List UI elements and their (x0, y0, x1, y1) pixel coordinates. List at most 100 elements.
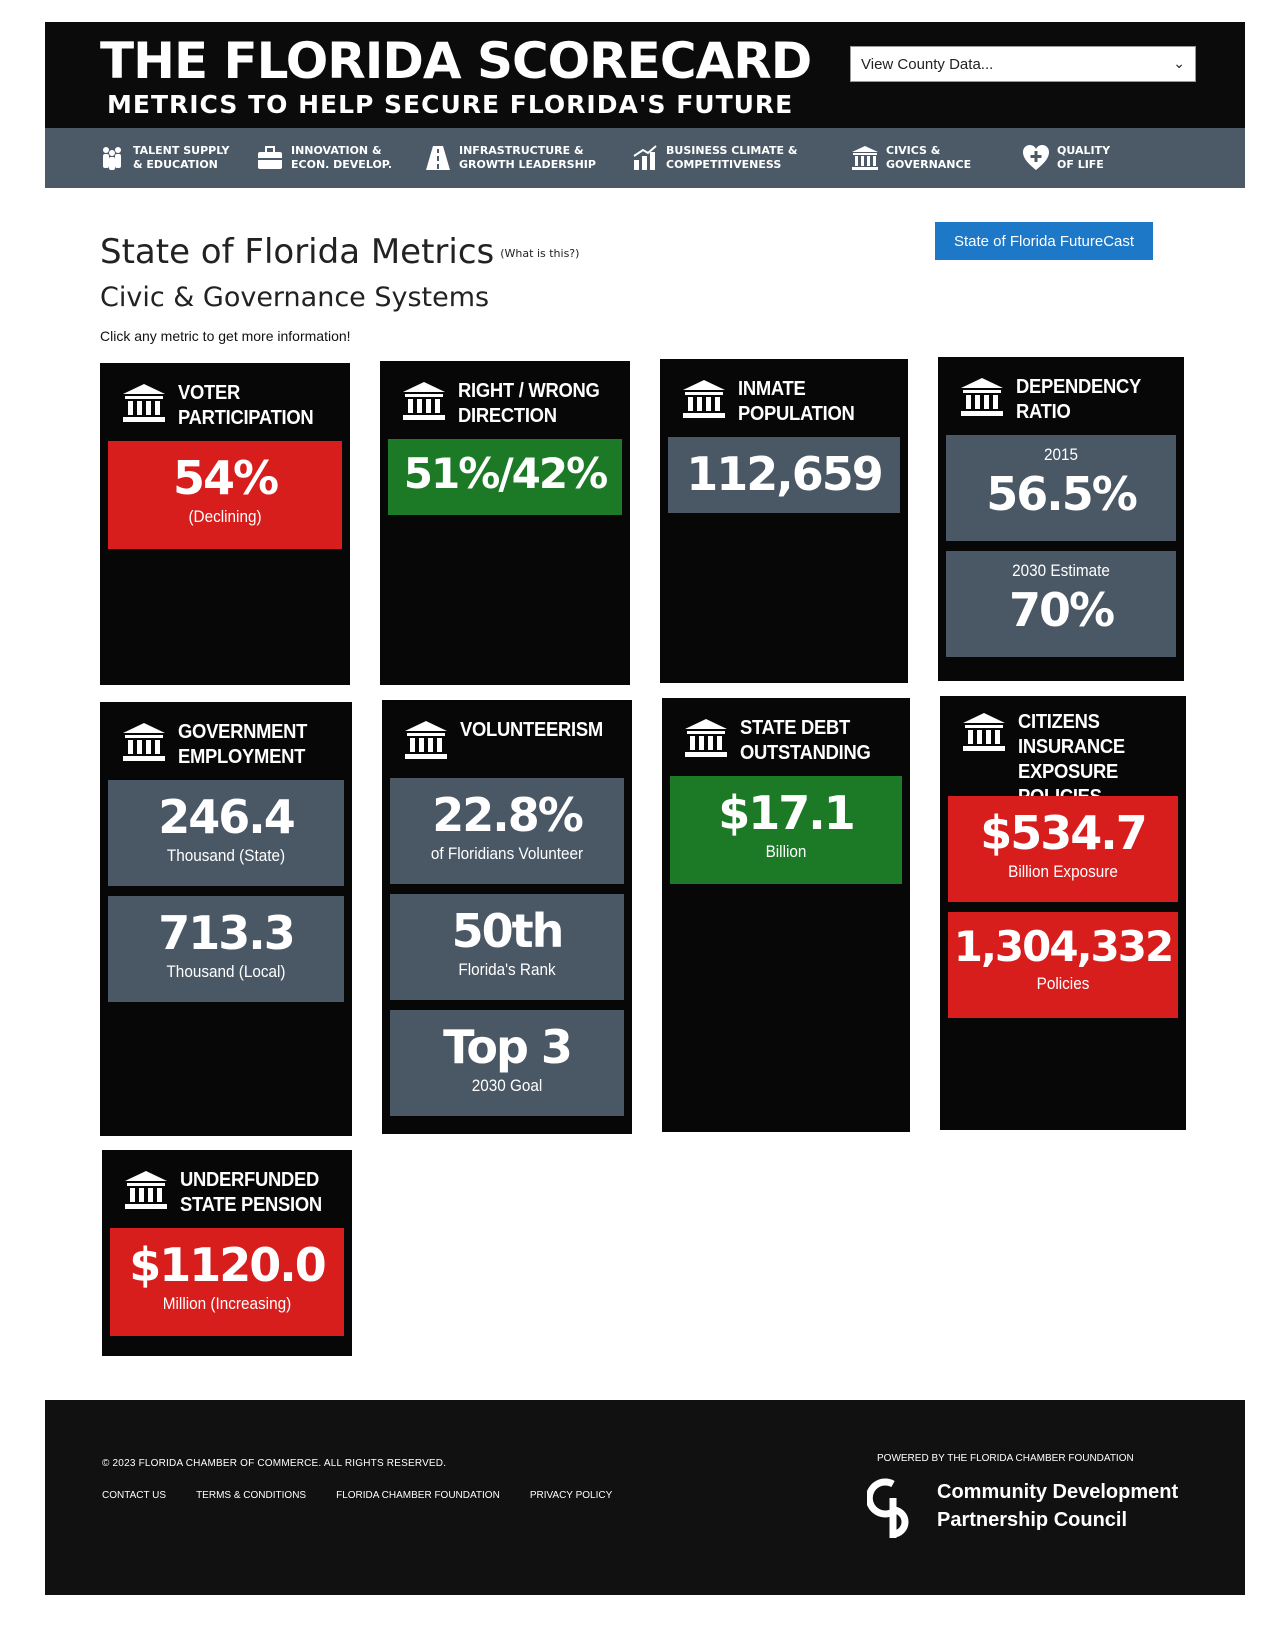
government-building-icon (123, 384, 165, 422)
metric-tile-voter[interactable]: 54% (Declining) (108, 441, 342, 549)
nav-label: TALENT SUPPLY & EDUCATION (133, 144, 230, 171)
card-header: STATE DEBT OUTSTANDING (662, 698, 910, 776)
metric-value: 54% (172, 451, 279, 505)
heart-plus-icon (1021, 143, 1051, 173)
site-header: THE FLORIDA SCORECARD METRICS TO HELP SE… (45, 22, 1245, 188)
partner-name[interactable]: Community Development Partnership Counci… (937, 1481, 1179, 1531)
futurecast-button[interactable]: State of Florida FutureCast (935, 222, 1153, 260)
metric-tile-dependency-2015[interactable]: 2015 56.5% (946, 435, 1176, 541)
metric-card-inmate-population[interactable]: INMATE POPULATION 112,659 (660, 359, 908, 683)
card-title: STATE DEBT OUTSTANDING (740, 717, 871, 764)
metric-card-government-employment[interactable]: GOVERNMENT EMPLOYMENT 246.4 Thousand (St… (100, 702, 352, 1136)
site-logo-subtitle: METRICS TO HELP SECURE FLORIDA'S FUTURE (107, 90, 794, 119)
footer-link-foundation[interactable]: FLORIDA CHAMBER FOUNDATION (336, 1490, 500, 1501)
metric-value: 246.4 (158, 790, 296, 844)
nav-label: BUSINESS CLIMATE & COMPETITIVENESS (666, 144, 798, 171)
metric-card-dependency-ratio[interactable]: DEPENDENCY RATIO 2015 56.5% 2030 Estimat… (938, 357, 1184, 681)
footer-link-terms[interactable]: TERMS & CONDITIONS (196, 1490, 307, 1501)
metric-tile-volunteer-rank[interactable]: 50th Florida's Rank (390, 894, 624, 1000)
metric-value: Top 3 (443, 1020, 573, 1074)
metric-value: 112,659 (686, 447, 884, 501)
metric-tile-inmate[interactable]: 112,659 (668, 437, 900, 513)
nav-item-talent-supply[interactable]: TALENT SUPPLY & EDUCATION (97, 140, 229, 176)
people-icon (97, 143, 127, 173)
nav-item-innovation[interactable]: INNOVATION & ECON. DEVELOP. (255, 140, 392, 176)
government-building-icon (961, 378, 1003, 416)
metric-caption: Policies (1036, 974, 1090, 993)
metric-tile-volunteer-rate[interactable]: 22.8% of Floridians Volunteer (390, 778, 624, 884)
site-footer: © 2023 FLORIDA CHAMBER OF COMMERCE. ALL … (45, 1400, 1245, 1595)
metric-tile-citizens-exposure[interactable]: $534.7 Billion Exposure (948, 796, 1178, 902)
growth-chart-icon (630, 143, 660, 173)
county-data-select[interactable]: View County Data... ⌄ (850, 46, 1196, 82)
metric-caption: Florida's Rank (458, 960, 556, 979)
page-hint: Click any metric to get more information… (100, 328, 351, 344)
card-title: VOTER PARTICIPATION (178, 382, 314, 429)
metric-caption: 2030 Goal (471, 1076, 543, 1095)
page-title-text: State of Florida Metrics (100, 232, 495, 272)
metric-value: $17.1 (718, 786, 856, 840)
cdp-logo-icon[interactable] (867, 1478, 927, 1544)
metric-caption: Billion Exposure (1008, 862, 1118, 881)
metric-value: 50th (451, 904, 565, 958)
metric-caption: Billion (765, 842, 807, 861)
briefcase-icon (255, 143, 285, 173)
nav-item-infrastructure[interactable]: INFRASTRUCTURE & GROWTH LEADERSHIP (423, 140, 596, 176)
card-title: CITIZENS INSURANCE EXPOSURE POLICIES (1018, 711, 1125, 808)
card-header: CITIZENS INSURANCE EXPOSURE POLICIES (940, 696, 1186, 808)
nav-item-civics-governance[interactable]: CIVICS & GOVERNANCE (850, 140, 971, 176)
metric-tile-pension[interactable]: $1120.0 Million (Increasing) (110, 1228, 344, 1336)
metric-tile-citizens-policies[interactable]: 1,304,332 Policies (948, 912, 1178, 1018)
what-is-this-link[interactable]: (What is this?) (500, 247, 580, 260)
nav-label: QUALITY OF LIFE (1057, 144, 1111, 171)
government-building-icon (963, 713, 1005, 751)
metric-tile-volunteer-goal[interactable]: Top 3 2030 Goal (390, 1010, 624, 1116)
metric-tile-direction[interactable]: 51%/42% (388, 439, 622, 515)
nav-item-business-climate[interactable]: BUSINESS CLIMATE & COMPETITIVENESS (630, 140, 797, 176)
metric-tile-state-employment[interactable]: 246.4 Thousand (State) (108, 780, 344, 886)
card-header: RIGHT / WRONG DIRECTION (380, 361, 630, 439)
metric-card-volunteerism[interactable]: VOLUNTEERISM 22.8% of Floridians Volunte… (382, 700, 632, 1134)
metric-card-underfunded-pension[interactable]: UNDERFUNDED STATE PENSION $1120.0 Millio… (102, 1150, 352, 1356)
card-title: VOLUNTEERISM (460, 719, 603, 741)
card-header: INMATE POPULATION (660, 359, 908, 437)
copyright-text: © 2023 FLORIDA CHAMBER OF COMMERCE. ALL … (102, 1458, 447, 1469)
government-building-icon (125, 1171, 167, 1209)
footer-link-privacy[interactable]: PRIVACY POLICY (529, 1490, 613, 1501)
metric-caption: Million (Increasing) (162, 1294, 292, 1313)
government-building-icon (123, 723, 165, 761)
metric-value: 56.5% (986, 467, 1138, 521)
metric-tile-state-debt[interactable]: $17.1 Billion (670, 776, 902, 884)
footer-link-contact[interactable]: CONTACT US (102, 1490, 167, 1501)
government-building-icon (405, 721, 447, 759)
site-logo-title[interactable]: THE FLORIDA SCORECARD (100, 32, 812, 90)
metric-value: 51%/42% (403, 449, 608, 498)
nav-label: INFRASTRUCTURE & GROWTH LEADERSHIP (459, 144, 596, 171)
metric-tile-dependency-2030[interactable]: 2030 Estimate 70% (946, 551, 1176, 657)
road-icon (423, 143, 453, 173)
metric-card-voter-participation[interactable]: VOTER PARTICIPATION 54% (Declining) (100, 363, 350, 685)
card-header: GOVERNMENT EMPLOYMENT (100, 702, 352, 780)
card-header: DEPENDENCY RATIO (938, 357, 1184, 435)
county-select-value: View County Data... (861, 56, 994, 73)
metric-caption: 2015 (1043, 445, 1079, 464)
page-subtitle: Civic & Governance Systems (100, 282, 490, 313)
nav-item-quality-of-life[interactable]: QUALITY OF LIFE (1021, 140, 1110, 176)
category-nav: TALENT SUPPLY & EDUCATION INNOVATION & E… (45, 128, 1245, 188)
government-building-icon (685, 719, 727, 757)
metric-caption: 2030 Estimate (1012, 561, 1110, 580)
card-header: VOTER PARTICIPATION (100, 363, 350, 441)
government-building-icon (850, 143, 880, 173)
card-title: RIGHT / WRONG DIRECTION (458, 380, 600, 427)
nav-label: CIVICS & GOVERNANCE (886, 144, 972, 171)
metric-card-right-wrong-direction[interactable]: RIGHT / WRONG DIRECTION 51%/42% (380, 361, 630, 685)
metric-tile-local-employment[interactable]: 713.3 Thousand (Local) (108, 896, 344, 1002)
metric-card-citizens-insurance[interactable]: CITIZENS INSURANCE EXPOSURE POLICIES $53… (940, 696, 1186, 1130)
metric-caption: (Declining) (188, 507, 262, 526)
powered-by-text: POWERED BY THE FLORIDA CHAMBER FOUNDATIO… (877, 1453, 1134, 1464)
nav-label: INNOVATION & ECON. DEVELOP. (291, 144, 393, 171)
metric-card-state-debt[interactable]: STATE DEBT OUTSTANDING $17.1 Billion (662, 698, 910, 1132)
card-title: GOVERNMENT EMPLOYMENT (178, 721, 308, 768)
metric-value: 1,304,332 (953, 922, 1174, 971)
government-building-icon (403, 382, 445, 420)
